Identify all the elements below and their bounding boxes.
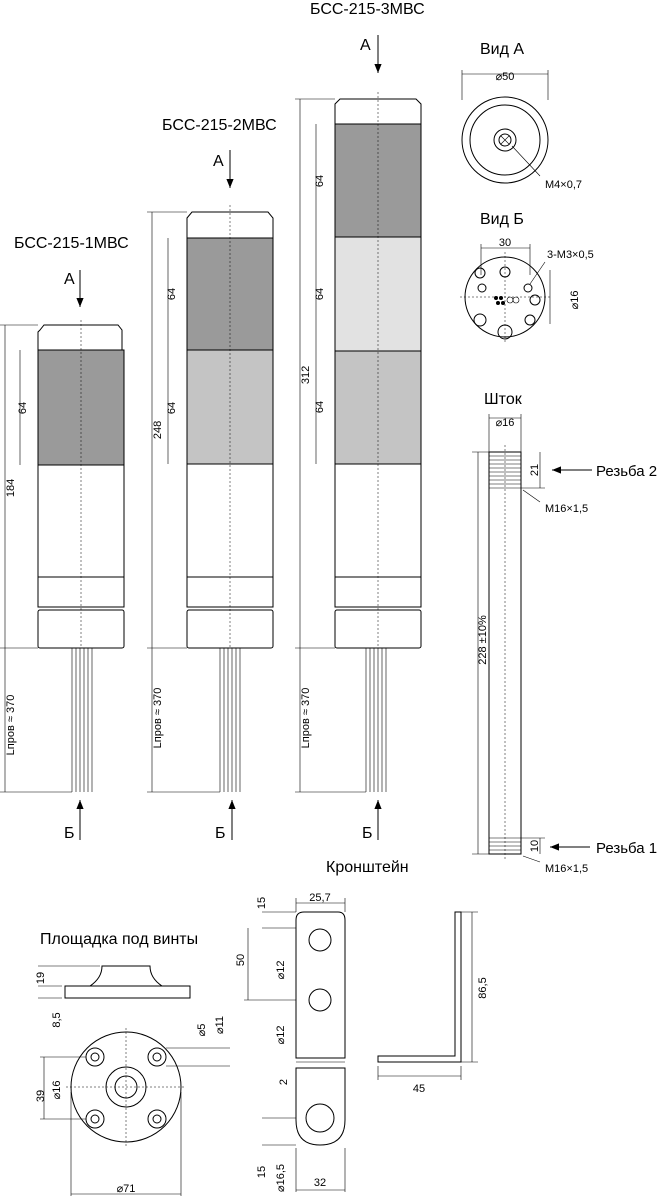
rod-thread-bottom-length: 10 [529, 840, 541, 852]
bracket-hole-2-label: ⌀12 [275, 1026, 287, 1045]
bracket-hole-3-label: ⌀16,5 [275, 1164, 287, 1192]
view-b-hole-4 [524, 314, 536, 326]
bracket-hole-2 [308, 988, 332, 1012]
tower-1-dim-cell: 64 [17, 402, 29, 414]
tower-2-arrow-a-label: А [213, 153, 224, 170]
rod-thread-bottom: М16×1,5 [545, 863, 588, 875]
pad-base: 8,5 [51, 1012, 63, 1027]
screw-icon [497, 324, 513, 340]
tower-2-title: БСС-215-2МВС [162, 117, 277, 134]
tower-3-dim-cell-3: 64 [314, 401, 326, 413]
rod-title: Шток [484, 391, 523, 408]
pad: Площадка под винты 19 8,5 ⌀5 ⌀11 39 ⌀16 … [35, 931, 230, 1196]
pad-dim-39: 39 [35, 1090, 47, 1102]
view-b-hole-3 [473, 313, 487, 327]
pad-side-base [64, 985, 191, 999]
bracket-dim-top: 15 [256, 897, 268, 909]
view-a-inner [469, 104, 541, 176]
bracket-dim-span: 50 [235, 954, 247, 966]
bracket-title: Кронштейн [326, 859, 409, 876]
tower-2-dim-cell-1: 64 [166, 288, 178, 300]
bracket-dim-bottom: 15 [256, 1166, 268, 1178]
tower-3-dim-wire: Lпров ≈ 370 [300, 688, 312, 749]
view-b-spacing: 30 [499, 237, 511, 249]
view-a-hub [493, 128, 517, 152]
pad-hole-big: ⌀11 [214, 1016, 226, 1034]
view-b-diameter: ⌀16 [569, 291, 581, 310]
tower-3: БСС-215-3МВС А Б 312 64 64 64 Lпров ≈ 37… [295, 1, 425, 842]
view-b: Вид Б 30 3-М3×0,5 ⌀16 [460, 211, 594, 342]
tower-2-dim-total: 248 [152, 421, 164, 439]
screw-icon [474, 267, 486, 279]
bracket-side-view [377, 911, 462, 1063]
pad-hole-small: ⌀5 [196, 1024, 208, 1037]
bracket-side-height: 86,5 [477, 977, 489, 998]
pad-title: Площадка под винты [40, 931, 198, 948]
tower-3-dim-total: 312 [300, 366, 312, 384]
tower-3-dim-cell-2: 64 [314, 288, 326, 300]
tower-3-dim-cell-1: 64 [314, 175, 326, 187]
view-b-hole-1 [477, 283, 487, 293]
tower-2-dim-wire: Lпров ≈ 370 [152, 688, 164, 749]
tower-1-title: БСС-215-1МВС [14, 235, 129, 252]
view-b-contacts [494, 296, 520, 305]
pad-diameter: ⌀71 [117, 1183, 136, 1195]
view-b-hole-top [499, 266, 511, 278]
tower-1: БСС-215-1МВС А Б 184 64 Lпров ≈ 370 [0, 235, 129, 842]
tower-1-arrow-a-label: А [64, 271, 75, 288]
bracket-width: 25,7 [309, 892, 330, 904]
rod-length: 228 ±10% [477, 615, 489, 665]
tower-3-arrow-b-label: Б [362, 825, 373, 842]
view-a-outer [461, 96, 549, 184]
bracket-hole-3 [305, 1103, 335, 1133]
screw-icon [529, 294, 541, 306]
screw-icon [498, 133, 512, 147]
tower-1-arrow-b-label: Б [64, 825, 75, 842]
tower-1-wires [71, 648, 93, 792]
pad-center-hole-label: ⌀16 [51, 1081, 63, 1100]
bracket-hole-1 [308, 928, 332, 952]
pad-side-boss [88, 965, 164, 987]
view-b-title: Вид Б [480, 211, 524, 228]
rod-diameter: ⌀16 [496, 417, 515, 429]
tower-3-arrow-a-label: А [360, 37, 371, 54]
bracket-plate [295, 911, 346, 1059]
bracket: Кронштейн 25,7 15 50 ⌀12 ⌀12 2 15 ⌀16,5 … [235, 859, 489, 1192]
rod-thread-top: М16×1,5 [545, 503, 588, 515]
tower-3-title: БСС-215-3МВС [310, 1, 425, 18]
tower-3-cell-3 [334, 350, 422, 465]
tower-3-wires [365, 648, 387, 792]
tower-2-dim-cell-2: 64 [166, 402, 178, 414]
tower-1-cell-1 [37, 349, 125, 466]
tower-2-wires [219, 648, 241, 792]
rod: Шток ⌀16 228 ±10% 21 М16×1,5 Резьба 2 10… [472, 391, 657, 875]
tower-1-dim-total: 184 [5, 479, 17, 497]
bracket-side-width: 45 [413, 1083, 425, 1095]
rod-thread-top-length: 21 [529, 464, 541, 476]
view-a-diameter: ⌀50 [496, 71, 515, 83]
view-a-title: Вид А [480, 41, 524, 58]
rod-thread-top [489, 455, 521, 489]
tower-2: БСС-215-2МВС А Б 248 64 64 Lпров ≈ 370 [147, 117, 277, 842]
view-b-holes: 3-М3×0,5 [547, 249, 594, 261]
view-b-hole-2 [523, 283, 533, 293]
bracket-foot-width: 32 [314, 1177, 326, 1189]
rod-label-bottom: Резьба 1 [596, 840, 657, 857]
view-a: Вид А ⌀50 М4×0,7 [461, 41, 582, 191]
bracket-dim-gap: 2 [278, 1079, 290, 1085]
tower-2-body [186, 463, 274, 578]
rod-label-top: Резьба 2 [596, 463, 657, 480]
bracket-hole-1-label: ⌀12 [275, 961, 287, 980]
bracket-foot [295, 1067, 346, 1146]
tower-1-cap [37, 324, 123, 351]
tower-1-dim-wire: Lпров ≈ 370 [5, 695, 17, 756]
view-a-thread: М4×0,7 [545, 179, 582, 191]
tower-2-arrow-b-label: Б [215, 825, 226, 842]
pad-height: 19 [35, 972, 47, 984]
